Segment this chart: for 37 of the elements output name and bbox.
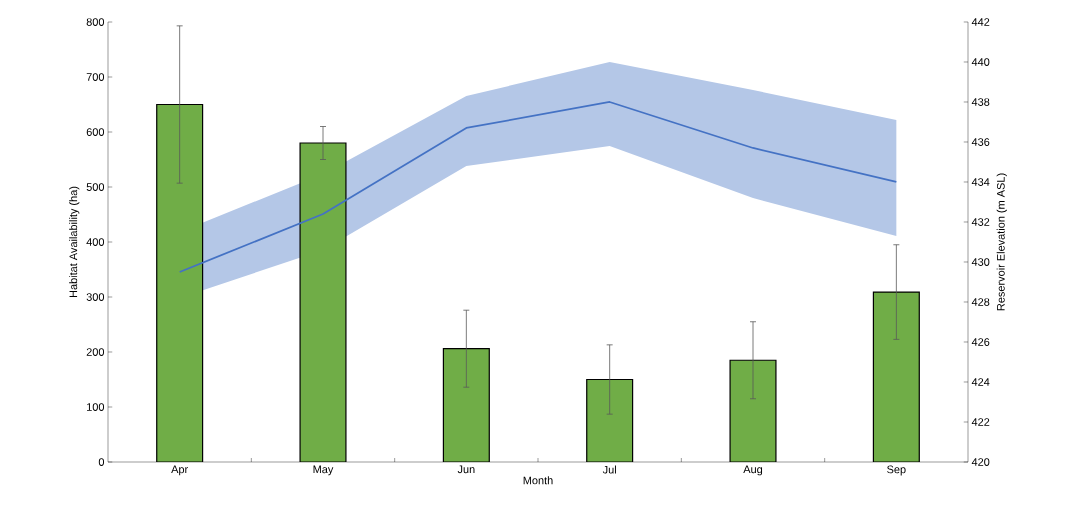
y-tick-label: 200 <box>86 348 105 356</box>
x-tick-label: Jun <box>457 465 475 474</box>
x-tick-label: May <box>313 465 334 476</box>
y2-tick-label: 422 <box>971 418 990 426</box>
y2-tick-label: 436 <box>971 138 990 146</box>
bar <box>586 378 634 462</box>
y2-tick-label: 438 <box>971 98 990 106</box>
bar <box>299 142 347 462</box>
y2-tick-label: 434 <box>971 178 990 186</box>
y-tick-label: 700 <box>86 73 105 81</box>
y-tick-label: 800 <box>86 18 105 26</box>
y-tick-label: 500 <box>86 183 105 191</box>
y2-tick-label: 440 <box>971 58 990 66</box>
x-tick-label: Sep <box>887 465 906 476</box>
y2-tick-label: 442 <box>971 18 990 26</box>
bar <box>156 103 204 462</box>
line-series <box>178 101 898 273</box>
y-tick-label: 0 <box>98 458 105 466</box>
y-tick-label: 600 <box>86 128 105 136</box>
y2-axis-title: Reservoir Elevation (m ASL) <box>996 173 1007 311</box>
x-tick-label: Apr <box>171 465 189 476</box>
y2-tick-label: 424 <box>971 378 990 386</box>
y2-tick-label: 426 <box>971 338 990 346</box>
y-tick-label: 300 <box>86 293 105 301</box>
y2-tick-label: 430 <box>971 258 990 266</box>
x-tick-label: Aug <box>743 465 763 476</box>
x-tick-label: Jul <box>602 465 616 474</box>
y-tick-label: 100 <box>87 403 105 411</box>
x-axis-title: Month <box>523 476 553 485</box>
bar <box>729 359 777 462</box>
y2-tick-label: 428 <box>971 298 990 306</box>
bar <box>872 291 920 462</box>
y2-tick-label: 432 <box>971 218 990 226</box>
y2-tick-label: 420 <box>971 458 990 466</box>
y-axis-title: Habitat Availability (ha) <box>69 186 80 298</box>
y-tick-label: 400 <box>86 238 105 246</box>
bar <box>442 348 490 462</box>
